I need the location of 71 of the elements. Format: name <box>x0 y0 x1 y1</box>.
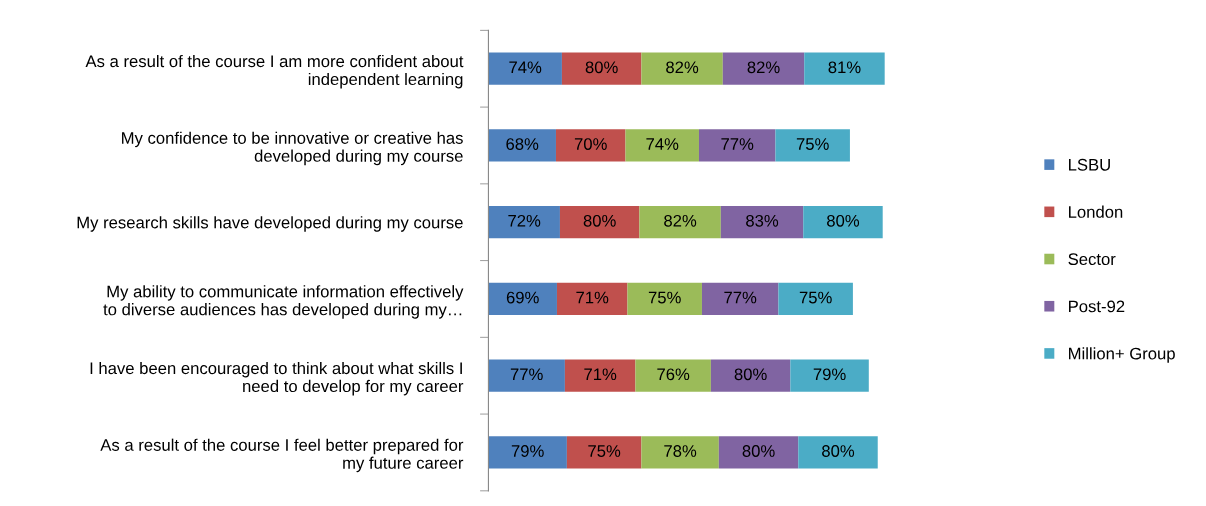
bar <box>722 52 805 85</box>
bar <box>798 436 878 469</box>
bar <box>488 436 567 469</box>
bar <box>698 129 776 162</box>
bar <box>710 359 791 392</box>
bar <box>561 52 642 85</box>
bar <box>559 206 640 239</box>
data-label: 75% <box>648 291 681 304</box>
data-label: 69% <box>506 291 539 304</box>
y-tick-label: As a result of the course I feel better prepared for my future career <box>100 438 464 473</box>
data-label: 74% <box>509 61 542 74</box>
data-label: 74% <box>646 138 679 150</box>
data-label: 82% <box>666 61 699 74</box>
data-label: 79% <box>511 445 544 457</box>
data-label: 77% <box>721 138 754 150</box>
data-label: 70% <box>574 138 607 150</box>
legend-label: Post-92 <box>1069 300 1125 313</box>
bar <box>556 282 628 316</box>
data-label: 80% <box>585 61 618 74</box>
data-label: 80% <box>827 214 860 227</box>
y-tick-label: As a result of the course I am more confident about independent learning <box>85 54 464 89</box>
data-label: 71% <box>576 291 609 304</box>
bar <box>488 282 557 316</box>
bar <box>627 282 702 316</box>
data-label: 75% <box>796 138 829 150</box>
data-label: 72% <box>508 214 541 227</box>
bar <box>701 282 779 316</box>
y-tick-label: My ability to communicate information effectively to diverse audiences has developed during my… <box>103 285 464 319</box>
legend-label: LSBU <box>1069 158 1110 171</box>
y-tick-label: I have been encouraged to think about what skills I need to develop for my career <box>90 361 464 396</box>
bar <box>720 206 804 239</box>
bar <box>566 436 642 469</box>
data-label: 80% <box>583 214 616 227</box>
data-label: 75% <box>799 291 832 304</box>
bar <box>625 129 699 162</box>
bar <box>718 436 799 469</box>
bar <box>778 282 853 316</box>
bar <box>488 52 562 85</box>
data-label: 71% <box>584 368 617 381</box>
data-label: 80% <box>742 445 775 457</box>
legend-label: London <box>1069 205 1123 218</box>
bar <box>488 359 565 392</box>
data-label: 82% <box>664 214 697 227</box>
bar <box>555 129 626 162</box>
data-label: 76% <box>657 368 690 381</box>
legend-label: Million+ Group <box>1069 347 1175 363</box>
bar <box>641 436 719 469</box>
bar <box>804 52 885 85</box>
bar <box>790 359 869 392</box>
data-label: 80% <box>734 368 767 381</box>
bar <box>488 206 560 239</box>
y-tick-label: My confidence to be innovative or creative has developed during my course <box>122 131 463 166</box>
data-label: 80% <box>822 445 855 457</box>
data-label: 78% <box>664 445 697 457</box>
data-label: 83% <box>746 214 779 227</box>
data-label: 82% <box>747 61 780 74</box>
data-label: 77% <box>510 368 543 381</box>
y-tick-label: My research skills have developed during my course <box>77 216 463 232</box>
data-label: 79% <box>813 368 846 381</box>
bar <box>564 359 636 392</box>
data-label: 81% <box>828 61 861 74</box>
bar <box>803 206 883 239</box>
bar <box>775 129 850 162</box>
legend-label: Sector <box>1068 253 1116 266</box>
data-label: 77% <box>724 291 757 304</box>
bar <box>641 52 723 85</box>
bar <box>639 206 721 239</box>
data-label: 75% <box>588 445 621 457</box>
data-label: 68% <box>506 138 539 150</box>
bar <box>488 129 556 162</box>
bar <box>635 359 711 392</box>
